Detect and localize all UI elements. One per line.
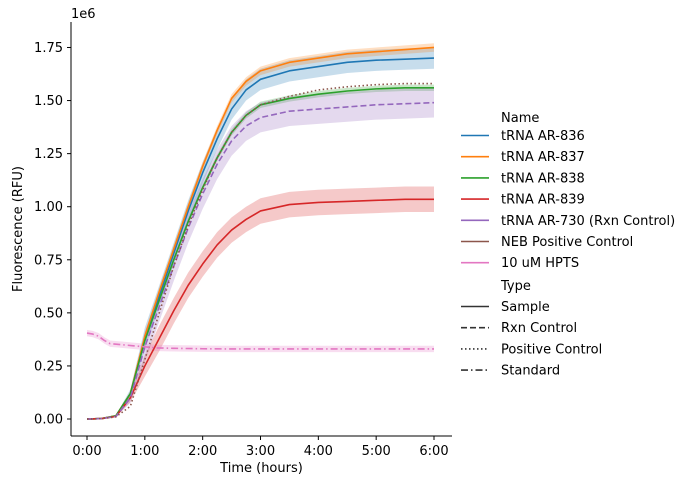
- x-tick-label: 4:00: [304, 444, 333, 459]
- y-tick-label: 1.75: [34, 41, 63, 56]
- y-offset-text: 1e6: [71, 7, 96, 22]
- legend-hue-title: Name: [501, 111, 539, 126]
- legend-hue-label: NEB Positive Control: [501, 235, 633, 250]
- y-tick-label: 0.50: [34, 306, 63, 321]
- legend-hue-label: tRNA AR-837: [501, 150, 585, 165]
- legend-style-title: Type: [500, 279, 531, 294]
- x-axis-label: Time (hours): [219, 461, 303, 476]
- series-lines: [86, 46, 435, 420]
- y-tick-label: 0.00: [34, 413, 63, 428]
- x-tick-label: 5:00: [362, 444, 391, 459]
- y-tick-label: 0.75: [34, 253, 63, 268]
- legend-hue-items: tRNA AR-836 tRNA AR-837 tRNA AR-838 tRNA AR…: [461, 129, 675, 271]
- series-band: [87, 186, 434, 420]
- confidence-bands: [87, 43, 434, 420]
- x-tick-label: 1:00: [130, 444, 159, 459]
- legend-hue-label: 10 uM HPTS: [501, 256, 579, 271]
- x-tick-label: 0:00: [72, 444, 101, 459]
- y-tick-label: 1.00: [34, 200, 63, 215]
- series-line: [86, 332, 434, 350]
- axes: [70, 22, 452, 437]
- series-line: [86, 198, 434, 420]
- legend-style-label: Standard: [501, 364, 560, 379]
- x-tick-label: 6:00: [419, 444, 448, 459]
- series-line: [86, 82, 434, 420]
- y-axis-label: Fluorescence (RFU): [11, 166, 26, 292]
- legend-hue-label: tRNA AR-730 (Rxn Control): [501, 214, 675, 229]
- x-ticks: 0:00 1:00 2:00 3:00 4:00 5:00 6:00: [72, 436, 449, 459]
- series-line: [86, 87, 434, 420]
- series-band: [87, 329, 434, 353]
- legend-style-items: Sample Rxn Control Positive Control Standar…: [461, 300, 602, 379]
- y-ticks: 0.00 0.25 0.50 0.75 1.00 1.25 1.50 1.75: [34, 41, 71, 428]
- legend-style-label: Sample: [501, 300, 550, 315]
- legend-hue-label: tRNA AR-838: [501, 171, 585, 186]
- legend-hue-label: tRNA AR-836: [501, 129, 585, 144]
- legend-style-label: Positive Control: [501, 342, 602, 357]
- y-tick-label: 0.25: [34, 359, 63, 374]
- legend-hue-label: tRNA AR-839: [501, 193, 585, 208]
- y-tick-label: 1.50: [34, 94, 63, 109]
- x-tick-label: 3:00: [246, 444, 275, 459]
- y-tick-label: 1.25: [34, 147, 63, 162]
- x-tick-label: 2:00: [188, 444, 217, 459]
- series-line: [86, 101, 435, 420]
- legend-style-label: Rxn Control: [501, 321, 577, 336]
